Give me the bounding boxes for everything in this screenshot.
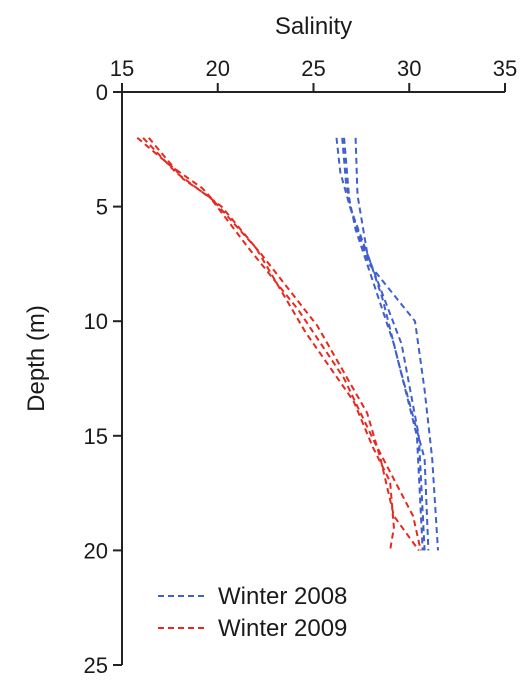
legend-label: Winter 2008 [218,583,347,610]
y-tick-label: 10 [84,309,108,334]
y-tick-label: 25 [84,653,108,678]
series-line-4 [343,137,439,551]
y-tick-label: 0 [96,80,108,105]
series-line-6 [142,137,395,551]
series-line-2 [341,137,424,551]
x-tick-label: 30 [397,56,421,81]
y-tick-label: 15 [84,424,108,449]
series-line-7 [148,137,422,551]
legend-label: Winter 2009 [218,615,347,642]
series-line-1 [335,137,426,551]
y-tick-label: 20 [84,538,108,563]
x-axis-title: Salinity [275,13,352,40]
x-tick-label: 15 [110,56,134,81]
x-tick-label: 35 [493,56,517,81]
series-line-3 [354,137,430,551]
y-tick-label: 5 [96,195,108,220]
legend: Winter 2008 Winter 2009 [158,583,347,642]
series-layer [136,137,439,551]
x-tick-label: 20 [206,56,230,81]
axes: 15 20 25 30 35 0 5 10 15 20 25 [84,56,518,678]
x-tick-label: 25 [301,56,325,81]
series-line-5 [136,137,420,551]
y-axis-title: Depth (m) [23,305,50,412]
